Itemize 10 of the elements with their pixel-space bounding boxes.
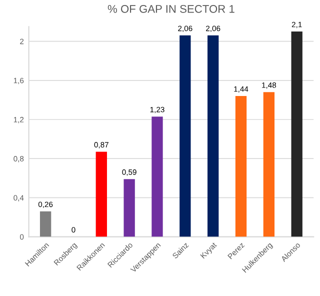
bar bbox=[180, 35, 191, 237]
bar bbox=[152, 116, 163, 237]
bar bbox=[291, 32, 302, 237]
bar bbox=[124, 179, 135, 237]
bar bbox=[96, 152, 107, 237]
bar bbox=[263, 92, 275, 237]
bar bbox=[208, 35, 219, 237]
bar bbox=[40, 211, 52, 237]
bar bbox=[235, 96, 247, 237]
chart-title: % OF GAP IN SECTOR 1 bbox=[108, 4, 234, 13]
